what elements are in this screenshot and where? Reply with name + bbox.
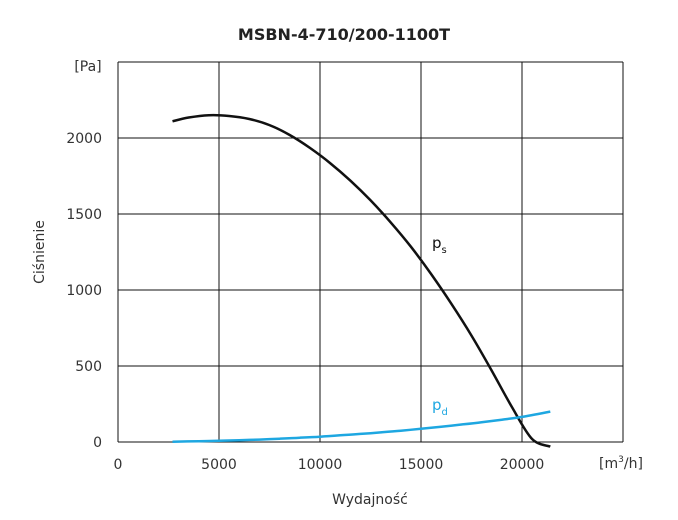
x-tick-label: 10000 [298,457,343,473]
x-tick-label: 15000 [399,457,444,473]
x-tick-label: 5000 [201,457,237,473]
x-tick-label: 20000 [500,457,545,473]
series-line-pd [172,410,551,443]
y-tick-label: 1500 [66,207,102,223]
y-axis-unit: [Pa] [74,59,101,75]
x-axis-label: Wydajność [332,492,408,508]
grid [117,61,624,443]
x-tick-labels: 0 5000 10000 15000 20000 [114,457,545,473]
x-axis-unit: [m3/h] [599,455,643,472]
series-label-pd-base: p [432,396,442,414]
series-line-ps [172,113,551,448]
x-axis-unit-sup: 3 [618,455,624,465]
series-label-ps: ps [432,234,447,256]
series-label-pd-sub: d [442,407,448,418]
y-tick-label: 500 [75,359,102,375]
x-axis-unit-base: [m [599,456,618,472]
series-label-pd: pd [432,396,448,418]
chart-title: MSBN-4-710/200-1100T [238,25,450,44]
series-label-ps-sub: s [442,245,447,256]
y-tick-label: 2000 [66,131,102,147]
y-tick-labels: 0 500 1000 1500 2000 [66,131,102,451]
y-tick-label: 1000 [66,283,102,299]
x-axis-unit-tail: /h] [624,456,643,472]
series-label-ps-base: p [432,234,442,252]
y-tick-label: 0 [93,435,102,451]
y-axis-label: Ciśnienie [32,220,48,284]
x-tick-label: 0 [114,457,123,473]
series-lines [172,113,551,448]
